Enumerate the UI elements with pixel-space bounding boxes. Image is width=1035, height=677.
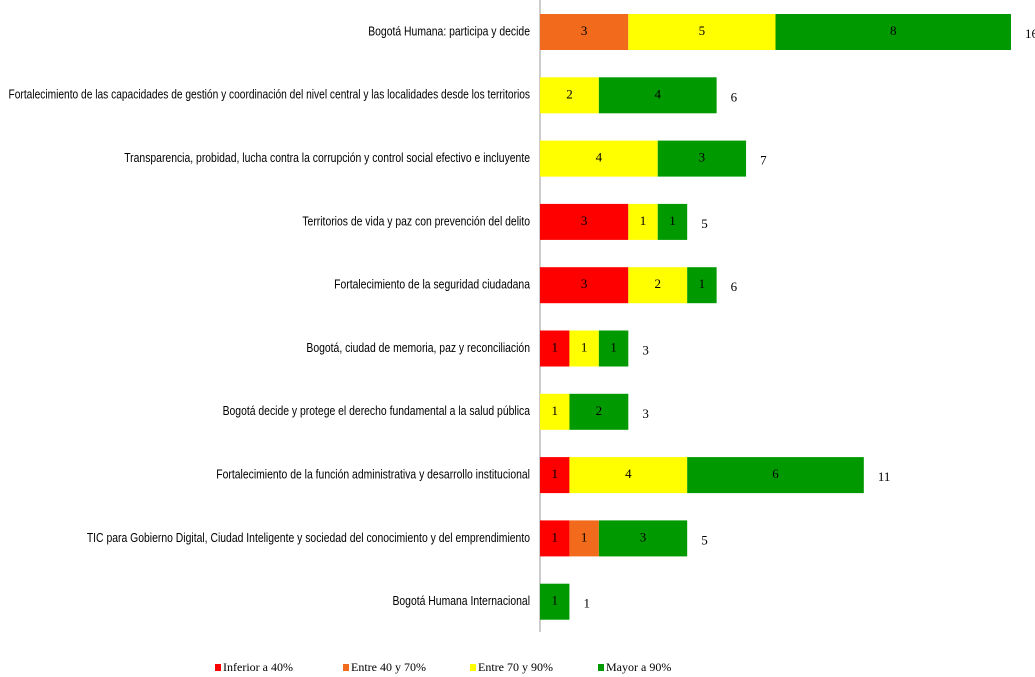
category-label-group: TIC para Gobierno Digital, Ciudad Inteli… [87,531,531,545]
bar-segment [598,520,688,557]
category-label: Fortalecimiento de la función administra… [216,467,530,481]
category-label: Fortalecimiento de la seguridad ciudadan… [334,278,530,292]
legend-swatch [215,664,221,671]
bar-segment [775,14,1011,50]
total-label: 3 [642,342,649,357]
bar-segment [540,520,570,557]
bar-segment [540,393,570,430]
segment-label: 1 [669,213,676,228]
total-label: 7 [760,153,767,168]
category-label-group: Bogotá Humana: participa y decide [368,24,530,38]
category-label-group: Bogotá decide y protege el derecho funda… [223,404,531,418]
segment-label: 3 [581,213,588,228]
bar-segment [540,14,629,50]
bar-segment [569,330,599,367]
segment-label: 4 [625,466,632,481]
category-label: Territorios de vida y paz con prevención… [302,214,530,228]
segment-label: 6 [772,466,779,481]
segment-label: 4 [596,150,603,165]
category-label: TIC para Gobierno Digital, Ciudad Inteli… [87,531,531,545]
category-label-group: Fortalecimiento de la función administra… [216,467,530,481]
category-label-group: Transparencia, probidad, lucha contra la… [124,151,530,165]
segment-label: 4 [655,86,662,101]
category-label: Transparencia, probidad, lucha contra la… [124,151,530,165]
category-label: Fortalecimiento de las capacidades de ge… [9,88,531,102]
bar-segment [540,140,658,177]
segment-label: 1 [581,529,588,544]
category-label: Bogotá Humana: participa y decide [368,24,530,38]
category-label-group: Fortalecimiento de las capacidades de ge… [9,88,531,102]
total-label: 5 [701,216,708,231]
bar-segment [687,457,864,494]
category-label-group: Bogotá Humana Internacional [392,594,530,608]
bar-segment [540,583,570,620]
category-label: Bogotá Humana Internacional [392,594,530,608]
segment-label: 3 [699,150,706,165]
segment-label: 1 [551,466,558,481]
bar-segment [569,457,688,494]
segment-label: 2 [596,403,603,418]
segment-label: 3 [640,529,647,544]
segment-label: 3 [581,276,588,291]
category-label-group: Territorios de vida y paz con prevención… [302,214,530,228]
segment-label: 8 [890,23,897,38]
legend-label: Entre 40 y 70% [351,660,426,674]
segment-label: 2 [566,86,573,101]
segment-label: 1 [640,213,647,228]
bar-segment [598,330,629,367]
segment-label: 1 [551,339,558,354]
segment-label: 1 [551,403,558,418]
bar-segment [687,267,717,304]
segment-label: 1 [581,339,588,354]
legend-swatch [470,664,476,671]
segment-label: 1 [551,529,558,544]
total-label: 3 [642,406,649,421]
bar-segment [628,267,688,304]
bar-segment [569,393,629,430]
category-label: Bogotá, ciudad de memoria, paz y reconci… [306,341,530,355]
bar-segment [657,203,688,240]
bar-segment [540,267,629,304]
legend-label: Mayor a 90% [606,660,671,674]
total-label: 5 [701,532,708,547]
segment-label: 1 [699,276,706,291]
bar-segment [540,457,570,494]
total-label: 16 [1025,26,1035,41]
total-label: 6 [731,279,738,294]
segment-label: 1 [551,593,558,608]
bar-segment [657,140,747,177]
legend-label: Entre 70 y 90% [478,660,553,674]
category-label-group: Fortalecimiento de la seguridad ciudadan… [334,278,530,292]
bar-segment [628,14,776,50]
segment-label: 3 [581,23,588,38]
legend-swatch [598,664,604,671]
total-label: 1 [583,596,590,611]
segment-label: 1 [610,339,617,354]
bar-segment [628,203,658,240]
bar-segment [598,77,717,114]
total-label: 6 [731,89,738,104]
category-label-group: Bogotá, ciudad de memoria, paz y reconci… [306,341,530,355]
bar-segment [540,77,599,114]
segment-label: 5 [699,23,706,38]
bar-segment [540,330,570,367]
total-label: 11 [878,469,891,484]
bar-segment [569,520,599,557]
segment-label: 2 [655,276,662,291]
legend-label: Inferior a 40% [223,660,293,674]
legend-swatch [343,664,349,671]
category-label: Bogotá decide y protege el derecho funda… [223,404,531,418]
bar-segment [540,203,629,240]
